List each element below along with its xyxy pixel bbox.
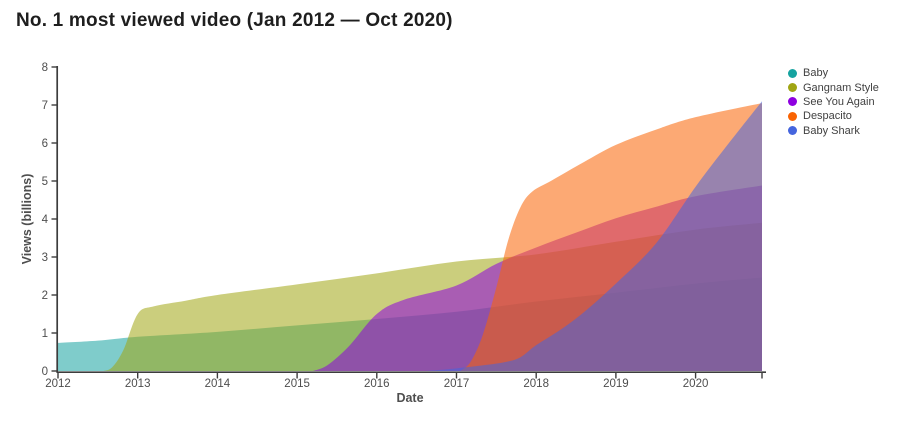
legend-marker-icon — [788, 126, 797, 136]
axes-group: 0 1 2 3 4 5 6 7 8 2012 2013 2014 2015 2016 2017 2018 201… — [42, 62, 766, 390]
x-tick-label: 2017 — [444, 378, 470, 390]
y-tick-label: 1 — [42, 328, 48, 340]
legend-label: Gangnam Style — [803, 81, 879, 94]
x-tick-label: 2015 — [284, 378, 310, 390]
x-tick-label: 2012 — [45, 378, 71, 390]
area-baby-shark — [424, 101, 762, 371]
area-series-group — [58, 101, 762, 371]
legend-item-baby[interactable]: Baby — [788, 66, 879, 80]
legend-marker-icon — [788, 68, 797, 78]
y-tick-label: 7 — [42, 100, 48, 112]
y-tick-label: 0 — [42, 366, 48, 378]
legend-marker-icon — [788, 83, 797, 93]
y-tick-label: 4 — [42, 214, 49, 226]
y-tick-label: 2 — [42, 290, 48, 302]
legend-item-gangnam-style[interactable]: Gangnam Style — [788, 80, 879, 94]
legend-item-baby-shark[interactable]: Baby Shark — [788, 124, 879, 138]
x-tick-label: 2016 — [364, 378, 390, 390]
legend-marker-icon — [788, 97, 797, 107]
chart-title: No. 1 most viewed video (Jan 2012 — Oct … — [16, 10, 453, 31]
x-tick-label: 2013 — [125, 378, 151, 390]
legend-label: Baby — [803, 67, 829, 80]
y-axis-title: Views (billions) — [20, 174, 34, 265]
y-tick-label: 3 — [42, 252, 48, 264]
legend-item-see-you-again[interactable]: See You Again — [788, 95, 879, 109]
x-tick-label: 2019 — [603, 378, 629, 390]
y-tick-label: 6 — [42, 138, 48, 150]
legend: Baby Gangnam Style See You Again Despacito B… — [788, 66, 879, 138]
x-axis-title: Date — [396, 391, 423, 405]
legend-item-despacito[interactable]: Despacito — [788, 109, 879, 123]
x-tick-label: 2020 — [683, 378, 709, 390]
legend-label: Despacito — [803, 110, 852, 123]
legend-marker-icon — [788, 111, 797, 121]
x-tick-label: 2014 — [205, 378, 231, 390]
y-tick-label: 8 — [42, 62, 48, 74]
legend-label: Baby Shark — [803, 124, 860, 137]
x-tick-label: 2018 — [523, 378, 549, 390]
y-tick-label: 5 — [42, 176, 48, 188]
legend-label: See You Again — [803, 95, 875, 108]
